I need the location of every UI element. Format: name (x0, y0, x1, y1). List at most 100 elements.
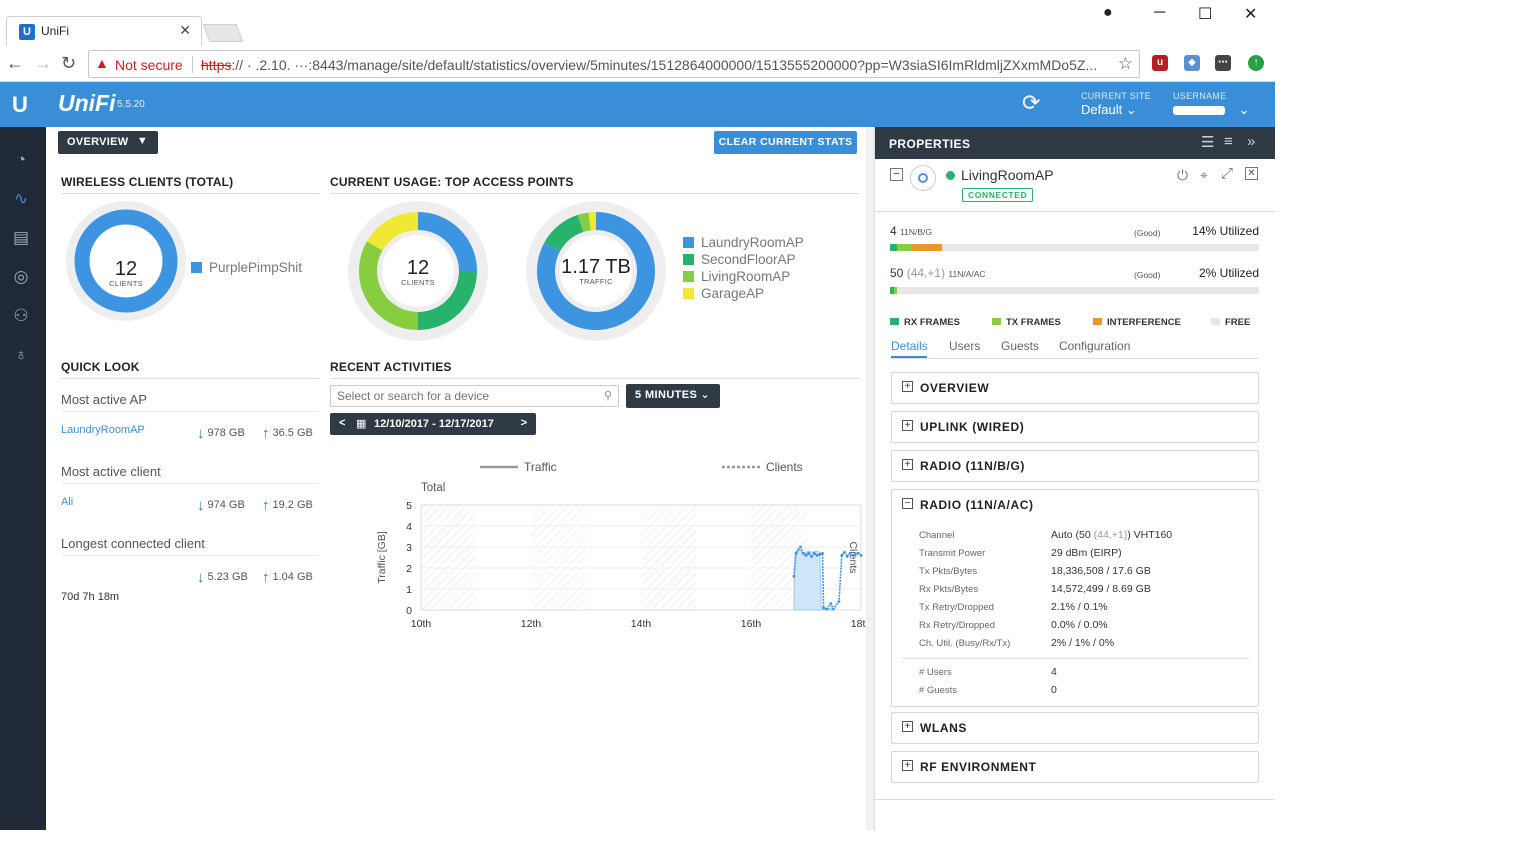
close-device-icon[interactable]: ✕ (1245, 167, 1258, 180)
ublock-extension-icon[interactable]: u (1152, 55, 1168, 71)
rx-retry-value: 0.0% / 0.0% (1051, 619, 1108, 631)
usage-segment-rx (890, 244, 898, 251)
devices-icon[interactable]: ◎ (13, 267, 29, 286)
most-active-client-link[interactable]: Ali (61, 496, 74, 508)
interval-select-button[interactable]: 5 MINUTES ⌄ (626, 384, 720, 408)
device-search-input[interactable] (331, 386, 591, 406)
most-active-client-upload: ↑ 19.2 GB (262, 497, 313, 514)
current-site-label: CURRENT SITE (1081, 91, 1151, 101)
main-scrollbar[interactable] (866, 127, 874, 830)
locate-icon[interactable]: ⌖ (1200, 167, 1208, 183)
section-wlans[interactable]: + WLANS (891, 712, 1259, 744)
divider (61, 193, 319, 194)
divider (61, 483, 319, 484)
tab-guests[interactable]: Guests (1001, 339, 1040, 353)
more-extension-icon[interactable]: ⋯ (1215, 55, 1231, 71)
statistics-icon[interactable]: ∿ (13, 189, 29, 208)
y-tick-label: 0 (406, 605, 412, 617)
url-text: https:// · .2.10. ···:8443/manage/site/d… (201, 57, 1106, 73)
legend-rx-frames: RX FRAMES (890, 317, 960, 328)
clients-point (794, 551, 798, 555)
insights-icon[interactable]: ♁ (14, 345, 28, 364)
url-field[interactable]: ▲ Not secure https:// · .2.10. ···:8443/… (88, 50, 1140, 78)
access-point-icon (910, 165, 936, 191)
traffic-per-ap-center: 1.17 TB TRAFFIC (551, 257, 641, 286)
rx-pkts-label: Rx Pkts/Bytes (919, 584, 979, 595)
tab-configuration[interactable]: Configuration (1059, 339, 1131, 353)
browser-tab[interactable]: U UniFi ✕ (6, 16, 202, 46)
legend-free: FREE (1211, 317, 1250, 328)
donut-hole (560, 235, 632, 307)
traffic-series-area (793, 547, 834, 611)
rx-pkts-value: 14,572,499 / 8.69 GB (1051, 583, 1151, 595)
collapse-panel-icon[interactable]: » (1247, 133, 1256, 150)
username-select[interactable]: ⌄ (1173, 102, 1253, 118)
restart-icon[interactable]: ⏻ (1177, 167, 1189, 183)
usage-segment-rx (890, 287, 894, 294)
section-radio-ac-header[interactable]: − RADIO (11N/A/AC) (892, 490, 1258, 522)
usage-segment-interference (912, 244, 942, 251)
clients-point (815, 554, 819, 557)
extension-icon[interactable]: ◆ (1184, 55, 1200, 71)
list-icon[interactable]: ☰ (1201, 134, 1215, 151)
radio-ng-usage-bar (890, 244, 1259, 251)
legend-item: GarageAP (683, 286, 764, 301)
back-icon[interactable]: ← (6, 53, 24, 73)
refresh-icon[interactable]: ⟳ (1022, 90, 1041, 115)
guests-count-label: # Guests (919, 685, 958, 696)
clients-point (851, 554, 855, 557)
update-extension-icon[interactable]: ↑ (1248, 55, 1264, 71)
menu-icon[interactable]: ≡ (1224, 133, 1233, 150)
legend-swatch (683, 271, 694, 282)
minimize-icon[interactable]: ─ (1154, 4, 1166, 21)
donut-segment-laundryroomap (537, 212, 655, 330)
status-dot-icon (946, 171, 955, 180)
security-label: Not secure (115, 57, 183, 73)
view-select-button[interactable]: OVERVIEW ▼ (58, 131, 158, 154)
app-logo: UniFi (58, 90, 116, 116)
radio-ng-quality: (Good) (1134, 228, 1161, 238)
clients-point (810, 555, 813, 558)
section-overview[interactable]: + OVERVIEW (891, 372, 1259, 404)
clients-point (818, 552, 822, 556)
close-tab-icon[interactable]: ✕ (179, 22, 191, 38)
donut-segment-laundryroomap (417, 212, 477, 272)
section-radio-ng[interactable]: + RADIO (11N/B/G) (891, 450, 1259, 482)
new-tab-button[interactable] (202, 24, 244, 42)
collapse-device-icon[interactable]: − (890, 168, 903, 181)
next-range-button[interactable]: > (520, 417, 527, 429)
clear-stats-button[interactable]: CLEAR CURRENT STATS (714, 131, 857, 154)
clients-point (848, 551, 852, 555)
dashboard-icon[interactable]: ◔ (15, 150, 27, 169)
clients-point (822, 606, 825, 610)
current-site-value: Default (1081, 102, 1123, 117)
profile-icon[interactable]: ● (1103, 4, 1113, 21)
collapse-icon: − (902, 498, 913, 509)
legend-swatch (1211, 318, 1220, 325)
main-content: OVERVIEW ▼ CLEAR CURRENT STATS WIRELESS … (46, 127, 868, 830)
previous-range-button[interactable]: < (339, 417, 346, 429)
maximize-icon[interactable]: ☐ (1198, 6, 1213, 23)
donut-hole (382, 235, 454, 307)
close-window-icon[interactable]: ✕ (1244, 6, 1258, 23)
current-site-select[interactable]: Default ⌄ (1081, 102, 1137, 118)
tab-details[interactable]: Details (891, 339, 928, 353)
expand-icon: + (902, 459, 913, 470)
section-uplink[interactable]: + UPLINK (WIRED) (891, 411, 1259, 443)
section-rf-environment[interactable]: + RF ENVIRONMENT (891, 751, 1259, 783)
expand-icon[interactable]: ⤢ (1221, 165, 1234, 182)
map-icon[interactable]: ▤ (12, 228, 30, 247)
x-tick-label: 14th (631, 618, 652, 629)
bookmark-star-icon[interactable]: ☆ (1117, 54, 1133, 73)
browser-address-bar: ← → ↻ ▲ Not secure https:// · .2.10. ···… (0, 46, 1275, 82)
legend-label: PurplePimpShit (209, 260, 303, 275)
date-range-value[interactable]: 12/10/2017 - 12/17/2017 (374, 418, 494, 430)
most-active-ap-link[interactable]: LaundryRoomAP (61, 424, 145, 436)
reload-icon[interactable]: ↻ (61, 53, 77, 73)
tx-retry-value: 2.1% / 0.1% (1051, 601, 1108, 613)
longest-client-label: Longest connected client (61, 536, 205, 551)
clients-icon[interactable]: ⚇ (13, 306, 29, 325)
forward-icon[interactable]: → (34, 53, 52, 73)
tab-users[interactable]: Users (949, 339, 981, 353)
usage-clients-label: CLIENTS (401, 278, 435, 287)
